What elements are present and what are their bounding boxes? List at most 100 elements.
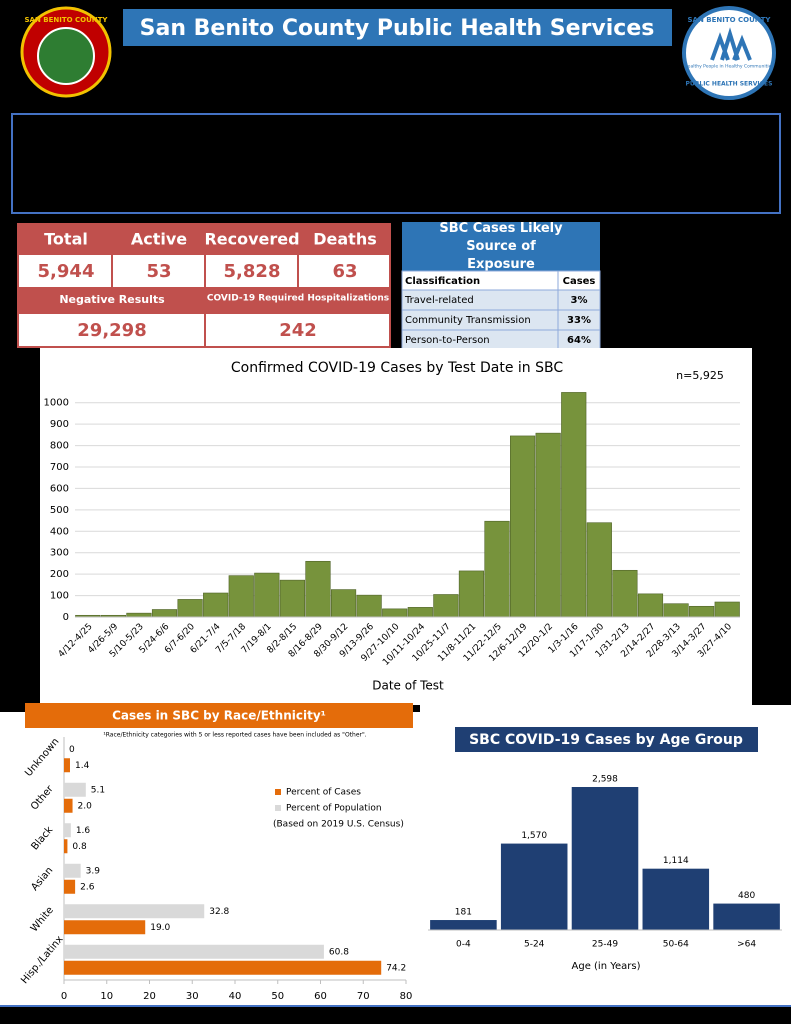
- bar: [663, 603, 689, 618]
- county-logo-inner: [37, 27, 95, 85]
- chart-title: Confirmed COVID-19 Cases by Test Date in…: [231, 360, 563, 376]
- y-tick-label: 100: [50, 591, 69, 602]
- y-tick-label: 500: [50, 505, 69, 516]
- stats-header: Active: [131, 230, 187, 249]
- health-logo-sub: PUBLIC HEALTH SERVICES: [686, 81, 773, 88]
- x-tick-label: 70: [357, 991, 370, 1002]
- notice-box: [11, 113, 781, 214]
- x-tick-label: 50-64: [663, 940, 689, 950]
- exposure-cell: 3%: [571, 295, 588, 306]
- stats-header-row: [18, 224, 390, 255]
- bar: [279, 579, 305, 618]
- bar: [612, 569, 638, 618]
- bar: [64, 798, 73, 813]
- x-tick-label: 50: [271, 991, 284, 1002]
- legend-label: Percent of Population: [286, 804, 382, 814]
- data-label: 5.1: [91, 785, 105, 795]
- chart-title-bar: [455, 727, 758, 752]
- bar: [637, 593, 664, 618]
- exposure-cell: Travel-related: [404, 295, 474, 306]
- x-tick-label: 0: [61, 991, 67, 1002]
- x-tick-label: 5-24: [524, 940, 545, 950]
- stats-value: 242: [279, 320, 317, 341]
- data-label: 0.8: [72, 842, 87, 852]
- health-logo: [682, 6, 776, 100]
- exposure-cell: 33%: [567, 315, 591, 326]
- stats-value: 63: [332, 261, 357, 282]
- title-banner: [123, 9, 672, 46]
- y-tick-label: 600: [50, 483, 69, 494]
- exposure-cell: 64%: [567, 335, 591, 346]
- bar: [64, 944, 324, 959]
- bar: [177, 599, 203, 618]
- bar: [64, 920, 146, 935]
- data-label: 1.6: [76, 826, 91, 836]
- exposure-column: Cases: [563, 276, 596, 287]
- bar: [510, 435, 536, 618]
- x-tick-label: 30: [186, 991, 199, 1002]
- county-logo-text: SAN BENITO COUNTY: [25, 16, 109, 24]
- stats-header: COVID-19 Required Hospitalizations: [207, 294, 389, 304]
- bar: [151, 609, 178, 618]
- data-label: 32.8: [209, 907, 229, 917]
- y-tick-label: 900: [50, 419, 69, 430]
- data-label: 60.8: [329, 947, 349, 957]
- bar: [305, 560, 331, 618]
- exposure-cell: Community Transmission: [405, 315, 531, 326]
- bar: [64, 863, 81, 878]
- health-logo-text: SAN BENITO COUNTY: [688, 16, 772, 24]
- bar: [203, 592, 229, 618]
- bar: [571, 787, 639, 930]
- y-tick-label: 300: [50, 548, 69, 559]
- bar: [484, 520, 510, 618]
- health-logo-motto: Healthy People in Healthy Communities: [684, 64, 774, 70]
- bar: [64, 782, 86, 797]
- data-label: 1.4: [75, 761, 90, 771]
- legend-label: Percent of Cases: [286, 788, 361, 798]
- exposure-dividers: [402, 271, 600, 350]
- bar: [356, 594, 382, 618]
- exposure-title-wrap: SBC Cases Likely Source of Exposure: [439, 222, 563, 271]
- bar: [64, 823, 71, 838]
- y-tick-label: 200: [50, 569, 69, 580]
- x-tick-label: 60: [314, 991, 327, 1002]
- exposure-column: Classification: [405, 276, 480, 287]
- exposure-title: SBC Cases Likely Source of Exposure: [439, 222, 563, 271]
- chart-title: Cases in SBC by Race/Ethnicity¹: [112, 709, 326, 723]
- x-tick-label: >64: [737, 940, 756, 950]
- data-label: 181: [455, 908, 472, 918]
- bar: [407, 607, 433, 618]
- exposure-cell: Person-to-Person: [405, 335, 490, 346]
- data-label: 480: [738, 891, 755, 901]
- bar: [64, 904, 205, 919]
- bar: [689, 605, 715, 618]
- chart-note: ¹Race/Ethnicity categories with 5 or les…: [103, 732, 366, 739]
- bar: [714, 601, 740, 618]
- y-tick-label: 1000: [44, 398, 69, 409]
- bar: [458, 570, 485, 618]
- data-label: 19.0: [150, 923, 170, 933]
- legend-swatch: [275, 805, 281, 811]
- y-tick-label: 0: [63, 612, 69, 623]
- bar: [430, 920, 497, 930]
- data-label: 1,114: [663, 856, 689, 866]
- page-title: San Benito County Public Health Services: [140, 16, 655, 41]
- bar: [228, 575, 254, 618]
- data-label: 2,598: [592, 775, 618, 785]
- legend-note: (Based on 2019 U.S. Census): [273, 820, 404, 830]
- bar: [254, 572, 280, 618]
- bar: [642, 868, 710, 930]
- bar: [330, 589, 357, 618]
- stats-value: 5,828: [224, 261, 281, 282]
- bar: [561, 392, 587, 618]
- bar: [713, 903, 780, 930]
- bar: [64, 839, 68, 854]
- stats-header: Deaths: [313, 230, 377, 249]
- stats-header: Negative Results: [59, 293, 165, 306]
- stats-header: Recovered: [204, 230, 299, 249]
- data-label: 1,570: [521, 831, 547, 841]
- bar: [586, 522, 612, 618]
- x-tick-label: 25-49: [592, 940, 618, 950]
- stats-value: 5,944: [38, 261, 95, 282]
- stats-dividers: [111, 255, 299, 347]
